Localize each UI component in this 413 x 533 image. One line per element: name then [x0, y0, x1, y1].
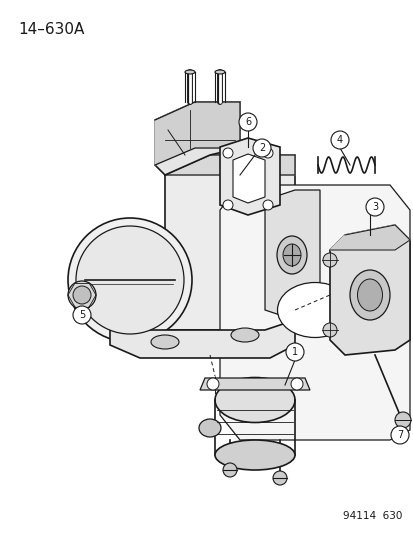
Polygon shape: [165, 155, 294, 175]
Circle shape: [285, 343, 303, 361]
Circle shape: [290, 378, 302, 390]
Circle shape: [394, 412, 410, 428]
Circle shape: [330, 131, 348, 149]
Circle shape: [390, 426, 408, 444]
Polygon shape: [329, 225, 409, 355]
Polygon shape: [219, 138, 279, 215]
Polygon shape: [219, 185, 409, 440]
Polygon shape: [264, 190, 319, 320]
Circle shape: [68, 218, 192, 342]
Text: 4: 4: [336, 135, 342, 145]
Ellipse shape: [349, 270, 389, 320]
Text: 3: 3: [371, 202, 377, 212]
Circle shape: [365, 198, 383, 216]
Circle shape: [73, 306, 91, 324]
Polygon shape: [154, 102, 240, 165]
Text: 2: 2: [258, 143, 264, 153]
Polygon shape: [329, 225, 409, 250]
Polygon shape: [165, 155, 294, 330]
Circle shape: [223, 463, 236, 477]
Circle shape: [272, 471, 286, 485]
Text: 14–630A: 14–630A: [18, 22, 84, 37]
Ellipse shape: [199, 419, 221, 437]
Ellipse shape: [185, 70, 195, 74]
Circle shape: [76, 226, 183, 334]
Ellipse shape: [277, 282, 351, 337]
Ellipse shape: [214, 440, 294, 470]
Circle shape: [223, 200, 233, 210]
Text: 5: 5: [79, 310, 85, 320]
Circle shape: [262, 200, 272, 210]
Ellipse shape: [230, 328, 259, 342]
Ellipse shape: [214, 70, 224, 74]
Circle shape: [206, 378, 218, 390]
Text: 7: 7: [396, 430, 402, 440]
Circle shape: [262, 148, 272, 158]
Ellipse shape: [357, 279, 382, 311]
Circle shape: [68, 281, 96, 309]
Circle shape: [238, 113, 256, 131]
Circle shape: [252, 139, 271, 157]
Polygon shape: [199, 378, 309, 390]
Text: 1: 1: [291, 347, 297, 357]
Ellipse shape: [151, 335, 178, 349]
Polygon shape: [110, 320, 294, 358]
Text: 94114  630: 94114 630: [342, 511, 401, 521]
Ellipse shape: [276, 236, 306, 274]
Circle shape: [73, 286, 91, 304]
Text: 6: 6: [244, 117, 250, 127]
Ellipse shape: [282, 244, 300, 266]
Polygon shape: [233, 154, 264, 203]
Circle shape: [322, 323, 336, 337]
Circle shape: [223, 148, 233, 158]
Polygon shape: [154, 102, 240, 175]
Circle shape: [322, 253, 336, 267]
Ellipse shape: [214, 377, 294, 423]
